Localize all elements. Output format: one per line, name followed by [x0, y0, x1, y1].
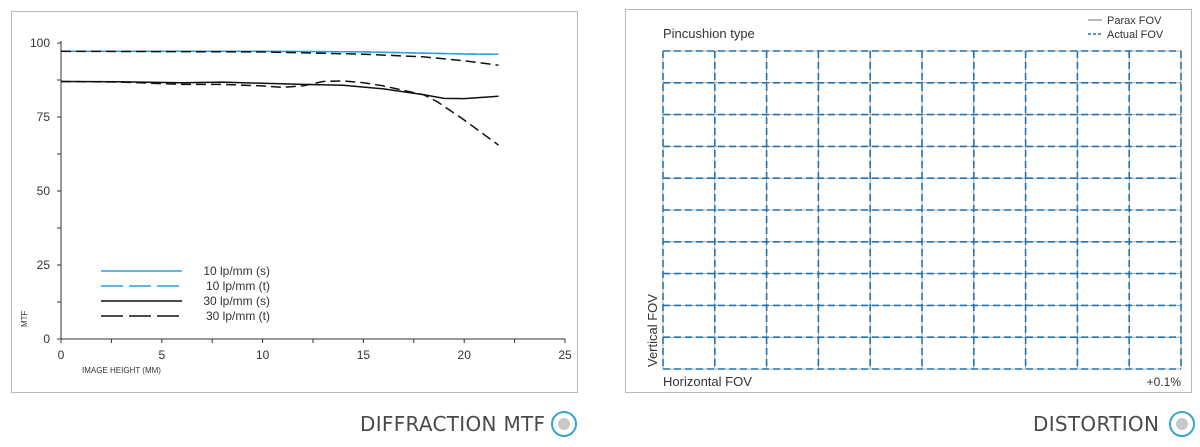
- mtf-toggle-button[interactable]: [551, 411, 577, 437]
- mtf-legend-label: 10 lp/mm (t): [206, 279, 270, 293]
- mtf-series-line-2: [61, 50, 499, 55]
- mtf-x-tick-label: 5: [158, 348, 165, 362]
- distortion-annotation: +0.1%: [1147, 375, 1182, 389]
- distortion-x-axis-label: Horizontal FOV: [663, 374, 752, 389]
- mtf-x-tick-label: 0: [58, 348, 65, 362]
- distortion-grid: [662, 50, 1182, 370]
- distortion-chart-panel: Pincushion type Parax FOV Actual FOV Hori…: [625, 9, 1192, 393]
- distortion-legend-label: Parax FOV: [1107, 15, 1162, 27]
- mtf-legend-label: 30 lp/mm (s): [203, 294, 270, 308]
- distortion-toggle-dot: [1176, 418, 1188, 430]
- mtf-series-line-4: [60, 80, 499, 146]
- mtf-series-line-5: [60, 50, 499, 66]
- mtf-legend-label: 30 lp/mm (t): [206, 309, 270, 323]
- mtf-y-axis-label: MTF: [20, 310, 29, 327]
- mtf-chart-panel: 0 25 50 75 100 0 5 10 15 20 25 10 lp/mm (s) 10 lp/m…: [11, 11, 578, 393]
- distortion-toggle-button[interactable]: [1169, 411, 1195, 437]
- mtf-x-tick-label: 10: [256, 348, 270, 362]
- mtf-legend: 10 lp/mm (s)10 lp/mm (t)30 lp/mm (s)30 l…: [101, 264, 270, 323]
- mtf-y-tick-label: 0: [43, 332, 50, 346]
- distortion-caption: DISTORTION: [1033, 412, 1160, 436]
- distortion-legend-label: Actual FOV: [1107, 29, 1164, 41]
- distortion-y-axis-label: Vertical FOV: [645, 294, 660, 367]
- mtf-y-tick-label: 75: [37, 110, 51, 124]
- distortion-title: Pincushion type: [663, 26, 755, 41]
- mtf-x-tick-label: 15: [357, 348, 371, 362]
- mtf-y-tick-label: 50: [37, 184, 51, 198]
- mtf-series-lines: [60, 50, 499, 146]
- mtf-x-axis-label: IMAGE HEIGHT (MM): [82, 366, 161, 375]
- mtf-chart: 0 25 50 75 100 0 5 10 15 20 25 10 lp/mm (s)10 lp/m…: [20, 36, 572, 375]
- mtf-y-tick-label: 100: [30, 36, 50, 50]
- mtf-caption: DIFFRACTION MTF: [360, 412, 546, 436]
- mtf-series-line-3: [60, 80, 499, 100]
- mtf-legend-label: 10 lp/mm (s): [203, 264, 270, 278]
- mtf-axes: 0 25 50 75 100 0 5 10 15 20 25: [30, 36, 572, 362]
- distortion-chart: Pincushion type Parax FOV Actual FOV Hori…: [645, 15, 1182, 389]
- distortion-legend: Parax FOV Actual FOV: [1088, 15, 1164, 41]
- mtf-y-tick-label: 25: [37, 258, 51, 272]
- mtf-x-tick-label: 25: [558, 348, 572, 362]
- mtf-toggle-dot: [558, 418, 570, 430]
- mtf-x-tick-label: 20: [458, 348, 472, 362]
